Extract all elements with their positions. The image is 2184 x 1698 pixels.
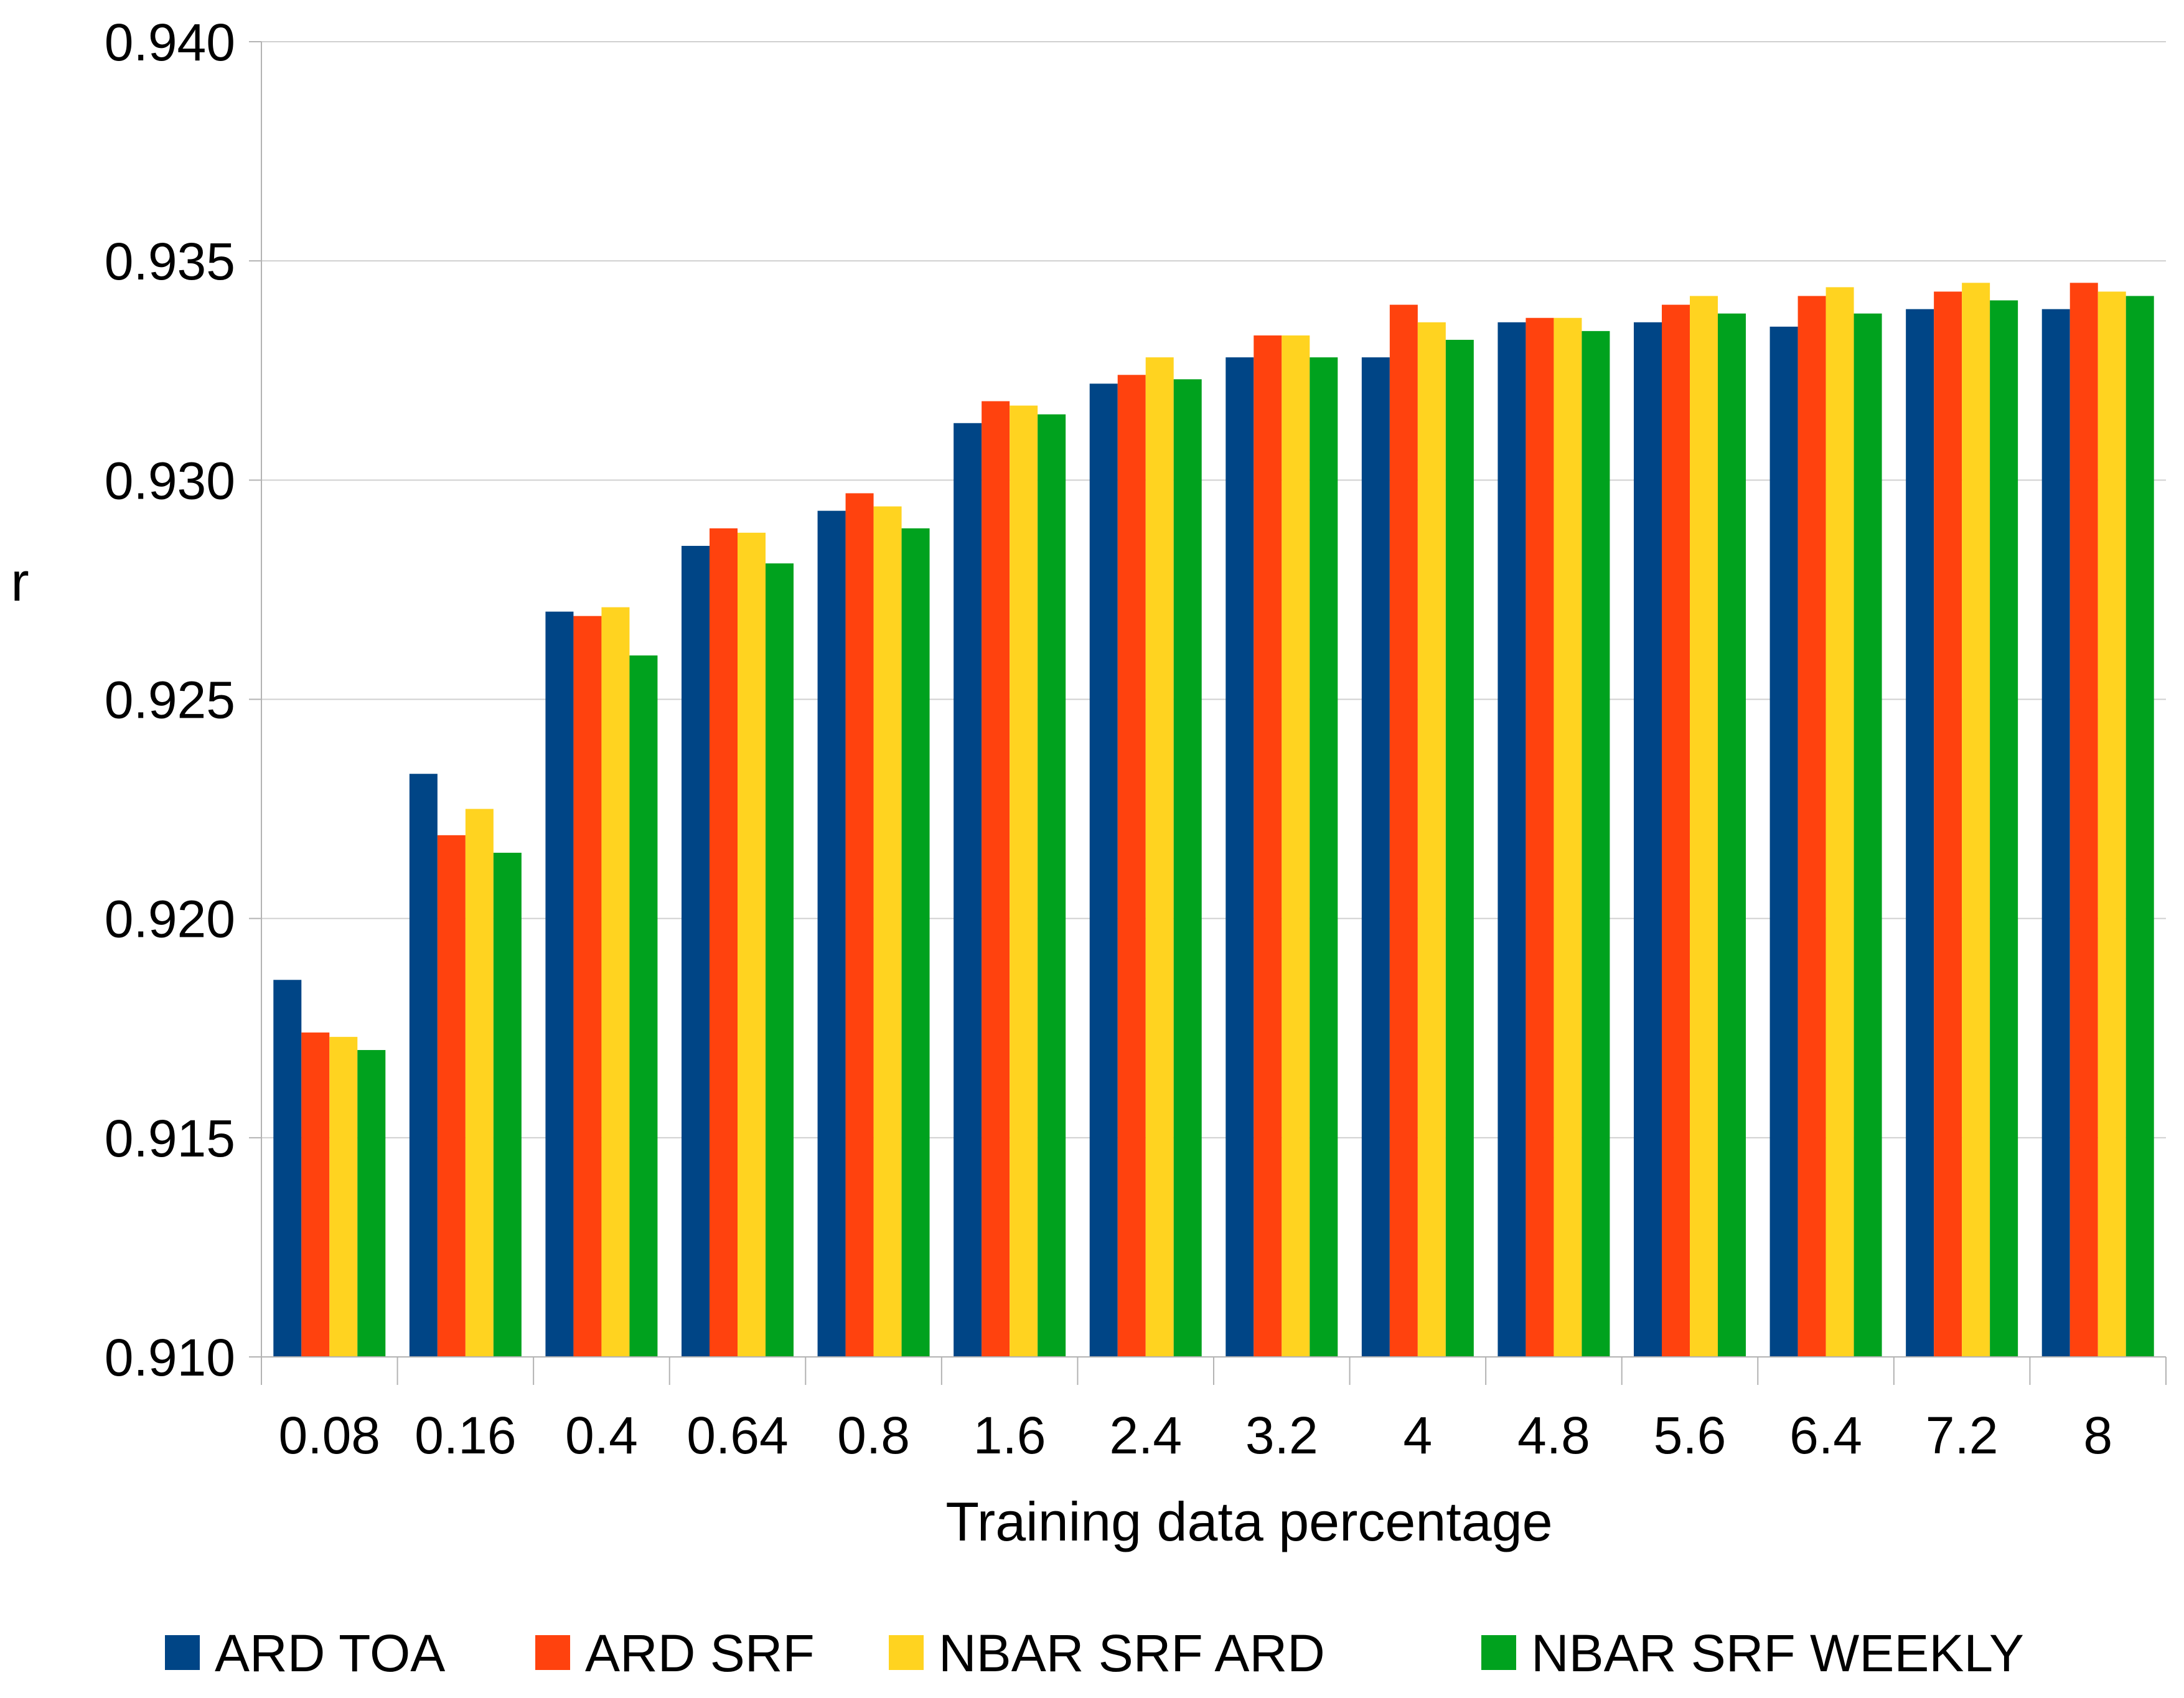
bar-ard-toa	[954, 423, 982, 1357]
bar-ard-srf	[1526, 317, 1554, 1358]
y-tick-label: 0.915	[105, 1109, 235, 1168]
bar-ard-srf	[982, 401, 1010, 1357]
bar-nbar-srf-ard	[465, 809, 494, 1357]
x-tick-label: 0.8	[837, 1406, 910, 1465]
bar-nbar-srf-weekly	[493, 853, 522, 1357]
bar-ard-srf	[1117, 375, 1146, 1357]
x-tick-label: 5.6	[1654, 1406, 1727, 1465]
x-tick-label: 8	[2083, 1406, 2112, 1465]
bar-ard-toa	[273, 980, 302, 1357]
x-tick-label: 0.16	[415, 1406, 517, 1465]
bar-nbar-srf-weekly	[1718, 313, 1746, 1358]
bar-ard-srf	[1389, 304, 1418, 1358]
x-tick-label: 4.8	[1517, 1406, 1590, 1465]
bar-ard-srf	[301, 1032, 330, 1357]
bar-nbar-srf-ard	[738, 532, 766, 1358]
legend-swatch	[535, 1635, 570, 1670]
legend-label: NBAR SRF WEEKLY	[1531, 1624, 2024, 1682]
legend-label: NBAR SRF ARD	[939, 1624, 1325, 1682]
bar-ard-toa	[682, 545, 710, 1357]
bar-ard-toa	[545, 611, 574, 1358]
x-tick-label: 2.4	[1109, 1406, 1182, 1465]
y-tick-label: 0.910	[105, 1328, 235, 1387]
bar-nbar-srf-ard	[1010, 405, 1038, 1357]
y-axis-title: r	[11, 551, 29, 612]
legend-label: ARD SRF	[585, 1624, 815, 1682]
bar-nbar-srf-weekly	[2125, 296, 2154, 1358]
bar-nbar-srf-ard	[1690, 296, 1718, 1358]
bar-ard-srf	[1797, 296, 1826, 1358]
bar-ard-toa	[817, 510, 846, 1357]
bar-nbar-srf-weekly	[901, 528, 930, 1357]
bar-ard-srf	[845, 493, 874, 1357]
x-tick-label: 0.64	[687, 1406, 789, 1465]
y-tick-label: 0.925	[105, 671, 235, 729]
bar-nbar-srf-weekly	[357, 1049, 386, 1357]
bar-ard-toa	[1089, 383, 1118, 1357]
x-tick-label: 0.4	[565, 1406, 638, 1465]
bar-ard-srf	[1254, 335, 1282, 1357]
bar-nbar-srf-weekly	[1038, 414, 1066, 1357]
y-tick-label: 0.920	[105, 890, 235, 949]
bar-nbar-srf-ard	[329, 1036, 358, 1357]
bar-nbar-srf-ard	[601, 607, 630, 1357]
legend-swatch	[165, 1635, 200, 1670]
bar-nbar-srf-weekly	[1582, 331, 1610, 1357]
bar-nbar-srf-weekly	[629, 655, 658, 1357]
legend-label: ARD TOA	[215, 1624, 445, 1682]
bar-ard-srf	[2069, 283, 2098, 1358]
legend: ARD TOA ARD SRF NBAR SRF ARD NBAR SRF WEEKL…	[165, 1624, 2024, 1682]
bar-ard-toa	[2041, 309, 2070, 1358]
bar-ard-toa	[409, 774, 438, 1357]
bar-ard-srf	[1662, 304, 1690, 1358]
axes: 0.910 0.915 0.920 0.925 0.930 0.935 0.940 0.08 0…	[105, 13, 2167, 1465]
legend-swatch	[1481, 1635, 1516, 1670]
bar-nbar-srf-weekly	[1854, 313, 1882, 1358]
bar-nbar-srf-ard	[1825, 287, 1854, 1358]
bar-nbar-srf-ard	[1145, 357, 1174, 1357]
bar-nbar-srf-ard	[1282, 335, 1310, 1357]
legend-swatch	[889, 1635, 924, 1670]
bars	[273, 283, 2154, 1358]
bar-nbar-srf-weekly	[1445, 339, 1474, 1357]
bar-nbar-srf-ard	[1417, 322, 1446, 1357]
x-tick-label: 4	[1403, 1406, 1432, 1465]
bar-nbar-srf-ard	[1962, 283, 1990, 1358]
x-tick-label: 0.08	[279, 1406, 381, 1465]
bar-nbar-srf-weekly	[1310, 357, 1338, 1357]
x-tick-label: 1.6	[973, 1406, 1046, 1465]
x-tick-label: 7.2	[1926, 1406, 1999, 1465]
bar-nbar-srf-weekly	[766, 563, 794, 1357]
bar-ard-srf	[710, 528, 738, 1357]
bar-nbar-srf-ard	[873, 506, 902, 1358]
y-tick-label: 0.940	[105, 13, 235, 72]
bar-ard-srf	[437, 835, 466, 1357]
bar-ard-toa	[1769, 326, 1798, 1357]
bar-ard-srf	[1934, 291, 1962, 1358]
bar-ard-srf	[573, 616, 602, 1357]
x-tick-label: 3.2	[1245, 1406, 1318, 1465]
x-tick-label: 6.4	[1789, 1406, 1862, 1465]
x-axis-title: Training data percentage	[945, 1491, 1552, 1552]
y-tick-label: 0.930	[105, 451, 235, 510]
bar-nbar-srf-weekly	[1173, 379, 1202, 1357]
bar-ard-toa	[1906, 309, 1934, 1358]
bar-ard-toa	[1497, 322, 1526, 1357]
bar-nbar-srf-ard	[2097, 291, 2126, 1358]
bar-ard-toa	[1226, 357, 1254, 1357]
bar-ard-toa	[1361, 357, 1390, 1357]
bar-ard-toa	[1634, 322, 1662, 1357]
bar-nbar-srf-weekly	[1990, 300, 2018, 1358]
bar-nbar-srf-ard	[1554, 317, 1582, 1358]
y-tick-label: 0.935	[105, 232, 235, 291]
